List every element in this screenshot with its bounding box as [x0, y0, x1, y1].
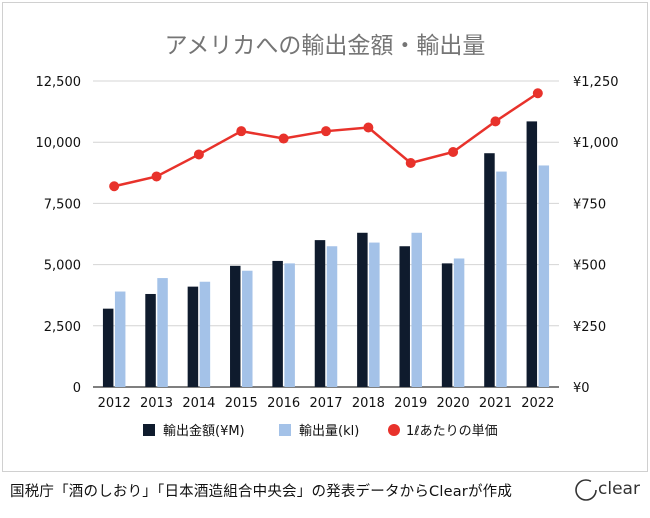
export-value-bar	[272, 260, 283, 387]
x-tick-label: 2019	[394, 396, 427, 411]
export-value-bar	[357, 232, 368, 387]
x-tick-label: 2014	[182, 396, 215, 411]
export-value-bar	[441, 263, 453, 387]
x-tick-label: 2016	[267, 396, 300, 411]
left-tick-label: 2,500	[44, 320, 81, 335]
unit-price-point	[363, 122, 374, 133]
source-caption: 国税庁「酒のしおり」「日本酒造組合中央会」の発表データからClearが作成	[10, 484, 513, 500]
right-tick-label: ¥500	[573, 259, 606, 274]
chart: アメリカへの輸出金額・輸出量 0 ¥0 2,500 ¥250 5,000 ¥500 7,500…	[36, 33, 619, 439]
legend-label-volume: 輸出量(kl)	[299, 424, 359, 439]
unit-price-point	[448, 146, 459, 157]
export-value-bar	[314, 240, 326, 387]
unit-price-point	[490, 116, 501, 127]
right-tick-label: ¥750	[573, 197, 606, 212]
export-volume-bar	[369, 242, 380, 387]
unit-price-point	[532, 88, 543, 99]
x-tick-label: 2022	[521, 396, 554, 411]
export-volume-bar	[538, 165, 550, 387]
legend-swatch-price	[388, 424, 400, 436]
export-volume-bar	[326, 246, 338, 387]
x-tick-label: 2015	[225, 396, 258, 411]
x-tick-label: 2017	[309, 396, 342, 411]
legend-label-price: 1ℓあたりの単価	[406, 423, 498, 439]
export-value-bar	[145, 293, 156, 387]
legend-label-value: 輸出金額(¥M)	[163, 423, 245, 439]
export-value-bar	[526, 121, 538, 387]
left-tick-label: 10,000	[36, 136, 82, 151]
left-tick-label: 5,000	[44, 259, 81, 274]
x-tick-label: 2020	[437, 396, 470, 411]
export-volume-bar	[242, 270, 253, 387]
x-tick-label: 2012	[98, 396, 131, 411]
left-tick-label: 0	[73, 381, 81, 396]
logo-text: clear	[598, 479, 640, 499]
export-value-bar	[399, 246, 410, 387]
right-tick-label: ¥1,000	[573, 136, 619, 151]
export-value-bar	[230, 265, 241, 387]
unit-price-point	[109, 181, 120, 192]
chart-title: アメリカへの輸出金額・輸出量	[165, 33, 486, 59]
x-tick-label: 2018	[352, 396, 385, 411]
export-volume-bar	[199, 281, 211, 387]
export-value-bar	[187, 286, 199, 387]
logo-icon	[575, 479, 597, 501]
x-tick-label: 2013	[140, 396, 173, 411]
export-volume-bar	[453, 258, 465, 387]
export-value-bar	[484, 153, 495, 387]
unit-price-point	[193, 149, 204, 160]
unit-price-point	[236, 126, 247, 137]
unit-price-line	[113, 92, 539, 188]
unit-price-point	[278, 133, 289, 144]
right-tick-label: ¥250	[573, 320, 606, 335]
unit-price-point	[151, 171, 162, 182]
export-volume-bar	[284, 263, 295, 387]
right-tick-label: ¥1,250	[573, 75, 619, 90]
chart-frame: アメリカへの輸出金額・輸出量 0 ¥0 2,500 ¥250 5,000 ¥500 7,500…	[2, 2, 648, 472]
clear-logo: clear	[572, 476, 644, 504]
export-volume-bar	[496, 171, 507, 387]
right-tick-label: ¥0	[573, 381, 590, 396]
export-volume-bar	[114, 291, 126, 387]
export-volume-bar	[157, 278, 168, 387]
left-tick-label: 12,500	[36, 75, 82, 90]
x-tick-label: 2021	[479, 396, 512, 411]
unit-price-point	[321, 126, 331, 137]
left-tick-label: 7,500	[44, 197, 81, 212]
legend-swatch-value	[143, 424, 155, 436]
legend-swatch-volume	[279, 424, 291, 436]
export-volume-bar	[411, 232, 422, 387]
unit-price-point	[405, 158, 416, 169]
export-value-bar	[102, 308, 114, 387]
